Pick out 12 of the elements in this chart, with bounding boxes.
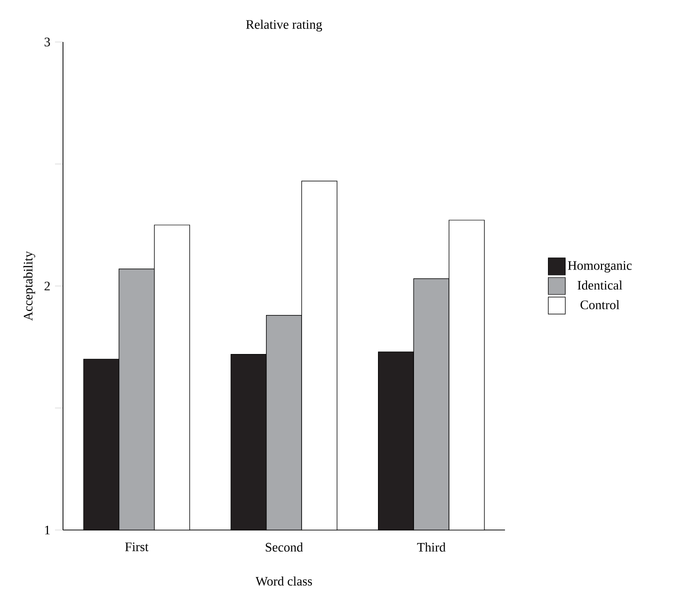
chart-title: Relative rating [246, 20, 322, 32]
y-tick-label: 1 [45, 526, 50, 534]
x-axis-title: Word class [256, 576, 312, 586]
legend-label: Control [580, 300, 620, 310]
y-tick-label: 2 [44, 282, 50, 290]
legend-label: Identical [578, 280, 622, 290]
x-tick-label: Second [266, 542, 303, 552]
legend-label: Homorganic [568, 261, 632, 273]
x-tick-label: Third [417, 542, 446, 552]
y-axis-title: Acceptability [23, 251, 36, 321]
y-tick-label: 3 [44, 38, 50, 46]
x-tick-label: First [125, 542, 148, 552]
